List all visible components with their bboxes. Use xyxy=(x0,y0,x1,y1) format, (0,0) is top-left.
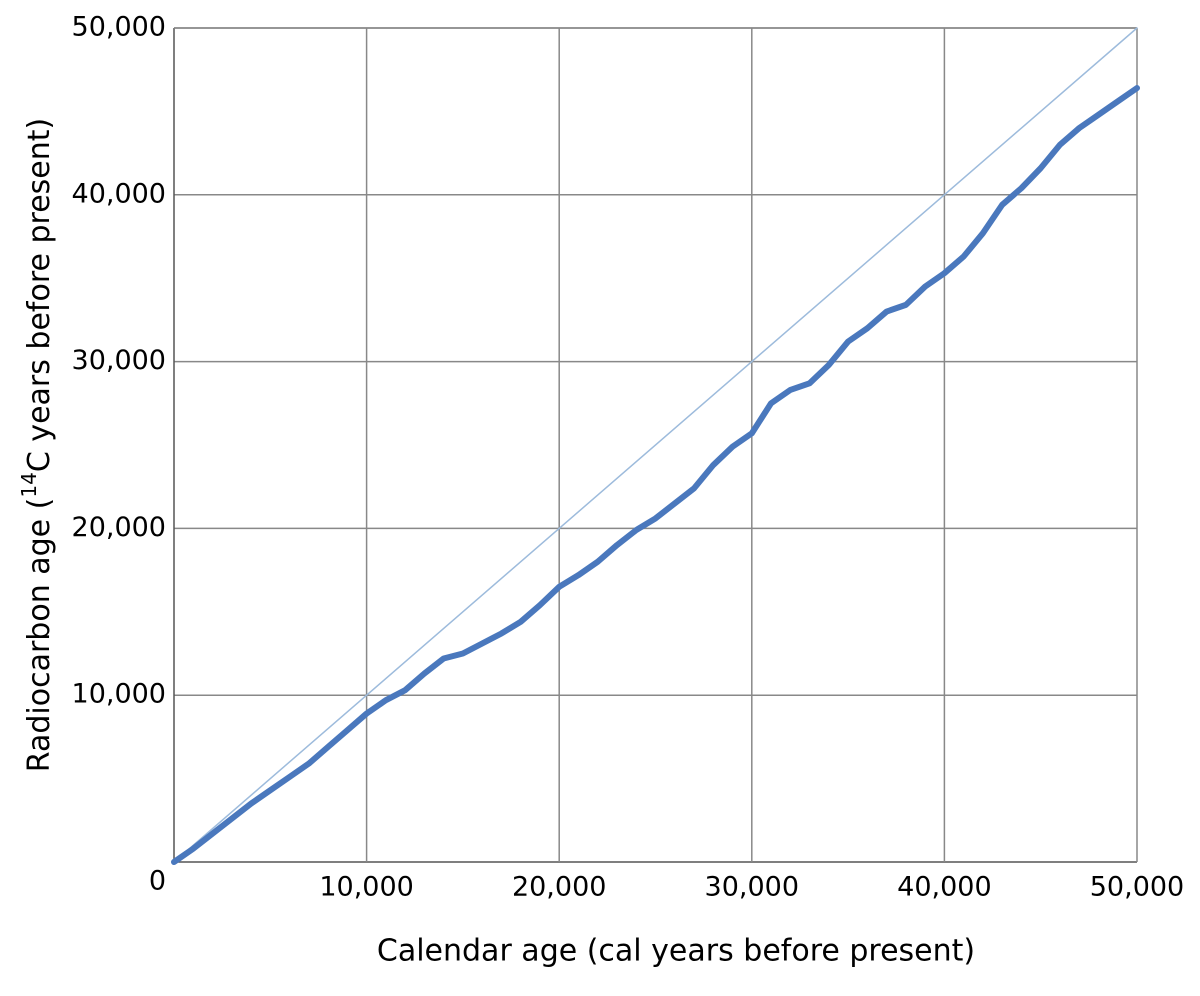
y-tick-label: 0 xyxy=(149,866,166,897)
x-tick-label: 30,000 xyxy=(705,872,799,903)
y-label-superscript: 14 xyxy=(17,472,41,497)
x-tick-label: 20,000 xyxy=(512,872,606,903)
y-tick-label: 30,000 xyxy=(72,345,166,376)
data-line xyxy=(173,27,1138,863)
data-line xyxy=(171,85,1140,865)
x-tick-label: 50,000 xyxy=(1090,872,1184,903)
y-tick-label: 50,000 xyxy=(72,12,166,43)
y-tick-label: 20,000 xyxy=(72,512,166,543)
x-tick-label: 10,000 xyxy=(319,872,413,903)
y-label-part: Radiocarbon age ( xyxy=(22,498,57,773)
y-label-part: C years before present) xyxy=(22,118,57,472)
x-tick-label: 40,000 xyxy=(897,872,991,903)
x-axis-label: Calendar age (cal years before present) xyxy=(377,934,975,969)
y-axis-label: Radiocarbon age (14C years before presen… xyxy=(17,118,57,772)
y-tick-label: 40,000 xyxy=(72,178,166,209)
y-tick-label: 10,000 xyxy=(72,679,166,710)
